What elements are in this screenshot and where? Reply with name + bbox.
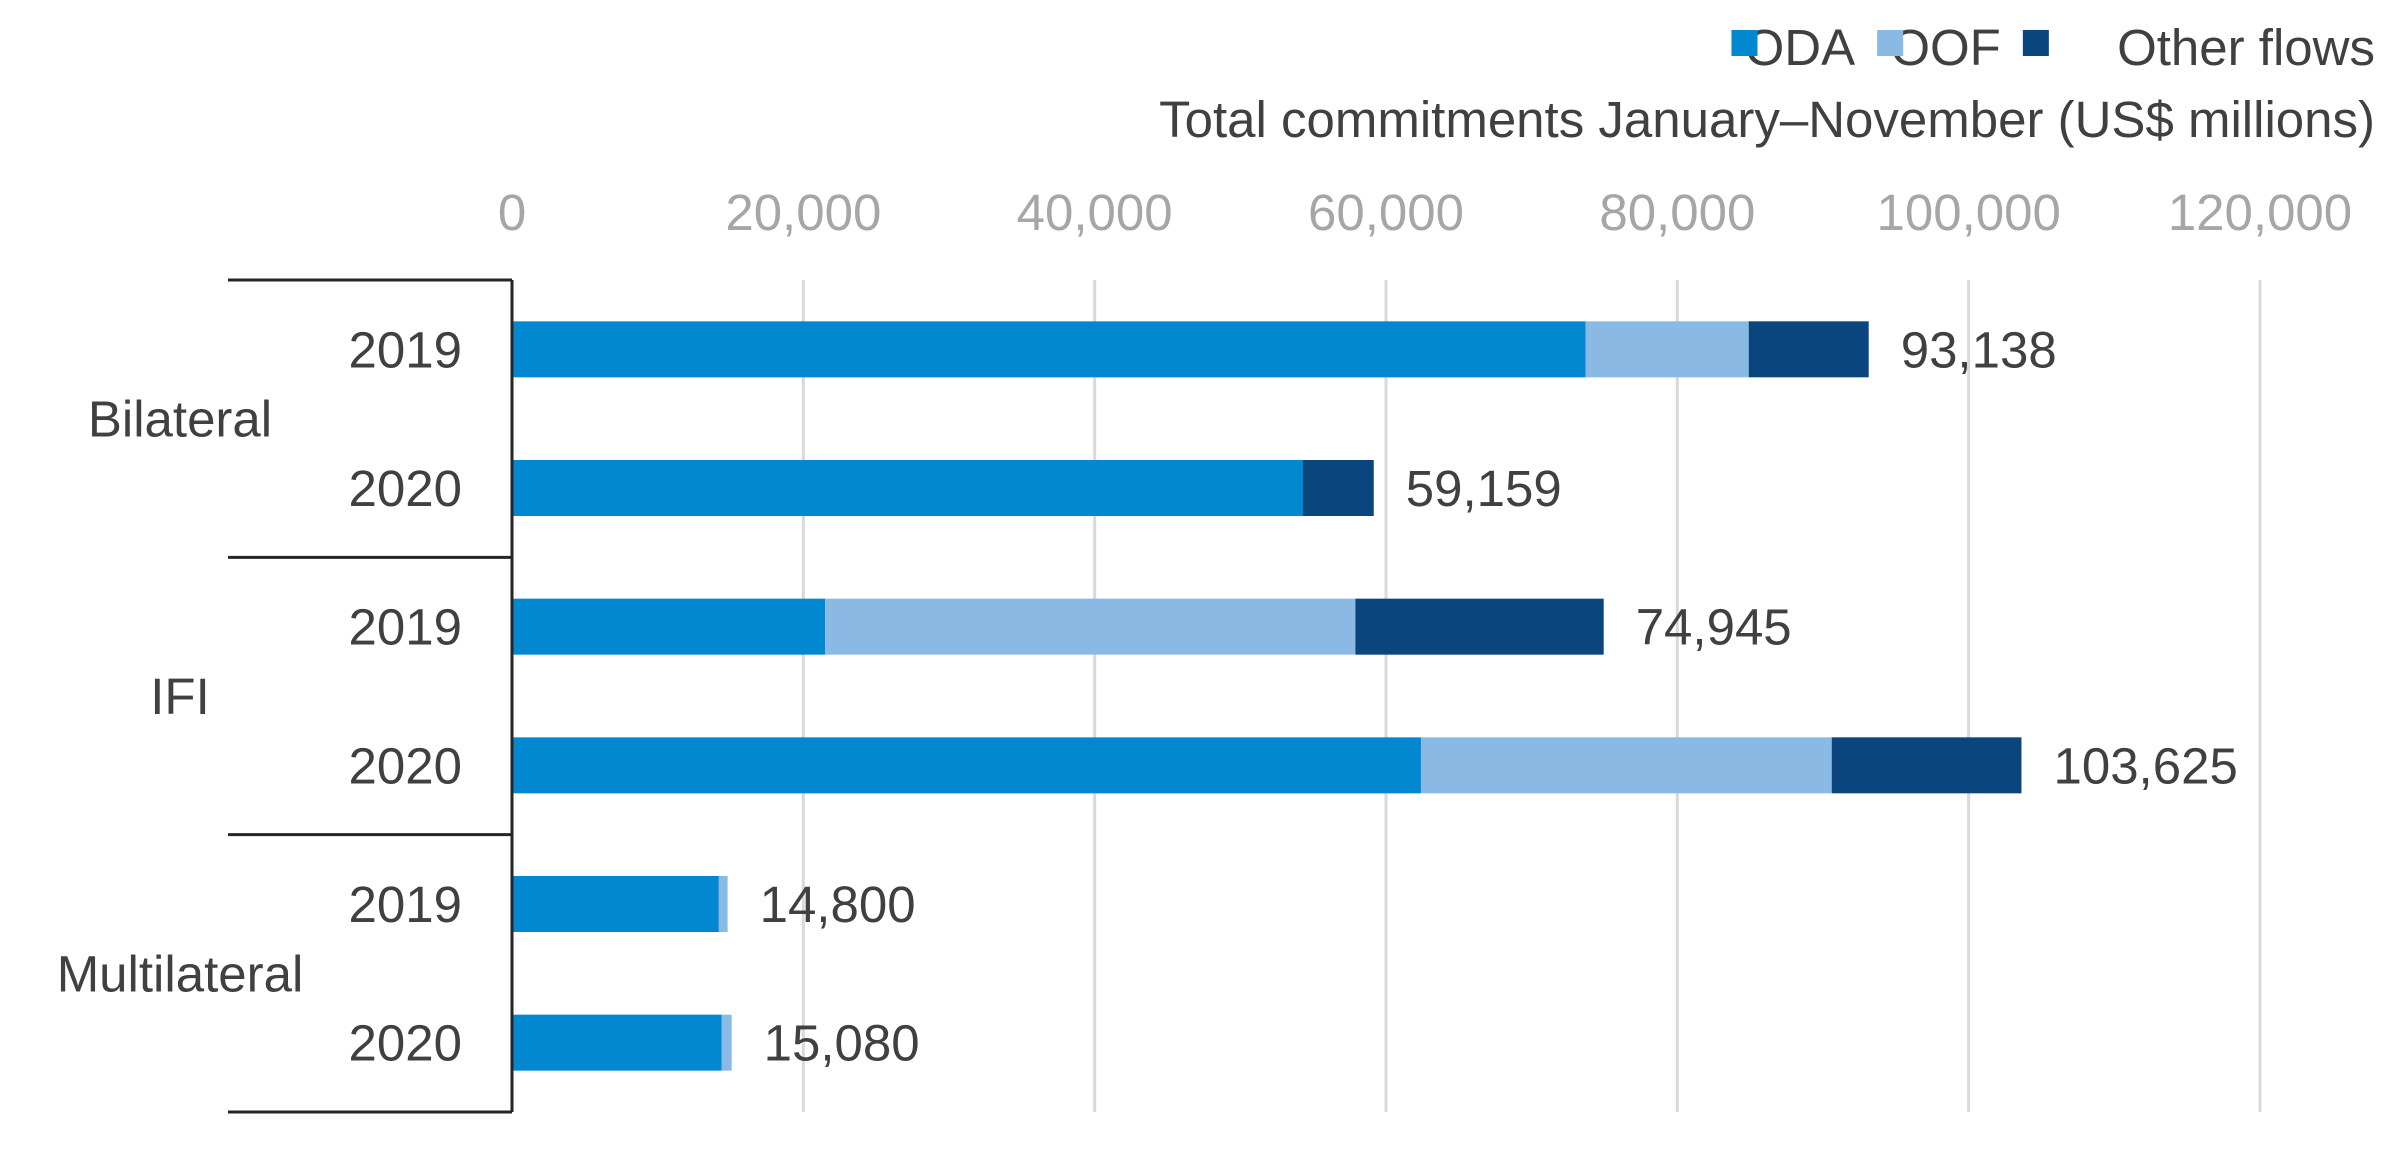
- bar-segment-oda: [512, 598, 826, 655]
- x-tick-label: 100,000: [1876, 184, 2060, 241]
- group-label: Multilateral: [57, 945, 304, 1002]
- legend: Other flows OOF ODA: [1731, 19, 2375, 76]
- total-data-label: 74,945: [1636, 599, 1792, 656]
- total-data-label: 103,625: [2053, 737, 2237, 794]
- legend-swatch: [1731, 30, 1758, 56]
- bar-segment-oof: [825, 598, 1356, 655]
- group-label: IFI: [150, 668, 210, 725]
- bar-segment-oof: [718, 876, 728, 932]
- x-tick-label: 0: [498, 184, 526, 241]
- bar-segment-oda: [512, 321, 1586, 378]
- legend-swatch: [2022, 30, 2049, 56]
- x-tick-label: 120,000: [2168, 184, 2352, 241]
- bar-segment-other-flows: [1831, 737, 2022, 794]
- bar-segment-other-flows: [1302, 460, 1374, 516]
- bar-segment-oda: [512, 1014, 722, 1071]
- year-label: 2020: [349, 1015, 462, 1072]
- bar-segment-oof: [1585, 321, 1749, 378]
- legend-label: OOF: [1890, 19, 2001, 76]
- bar-segment-other-flows: [1748, 321, 1869, 378]
- total-data-label: 14,800: [760, 876, 916, 933]
- year-label: 2020: [349, 460, 462, 517]
- axis-title: Total commitments January–November (US$ …: [1159, 91, 2375, 148]
- bar-segment-oof: [1420, 737, 1832, 794]
- legend-label: ODA: [1745, 19, 1856, 76]
- year-label: 2020: [349, 737, 462, 794]
- x-tick-label: 40,000: [1017, 184, 1173, 241]
- group-label: Bilateral: [88, 391, 272, 448]
- bar-segment-oof: [721, 1014, 732, 1071]
- x-tick-label: 20,000: [725, 184, 881, 241]
- total-data-label: 59,159: [1406, 460, 1562, 517]
- category-axis: 2019 2020 Bilateral 2019 2020 IFI 2019 2020 Mult…: [57, 278, 514, 1114]
- total-labels: 93,138 59,159 74,945 103,625 14,800 15,080: [760, 321, 2238, 1071]
- gridlines: [801, 280, 2262, 1112]
- x-tick-label: 80,000: [1599, 184, 1755, 241]
- bar-segment-oda: [512, 876, 719, 932]
- total-data-label: 93,138: [1901, 321, 2057, 378]
- year-label: 2019: [349, 599, 462, 656]
- legend-label: Other flows: [2117, 19, 2375, 76]
- year-label: 2019: [349, 876, 462, 933]
- bars: [512, 321, 2022, 1071]
- bar-segment-oda: [512, 460, 1303, 516]
- bar-segment-other-flows: [1355, 598, 1604, 655]
- bar-segment-oda: [512, 737, 1421, 794]
- x-tick-label: 60,000: [1308, 184, 1464, 241]
- total-data-label: 15,080: [764, 1015, 920, 1072]
- year-label: 2019: [349, 321, 462, 378]
- x-axis-ticks: 0 20,000 40,000 60,000 80,000 100,000 120,000: [498, 184, 2352, 241]
- legend-swatch: [1877, 30, 1904, 56]
